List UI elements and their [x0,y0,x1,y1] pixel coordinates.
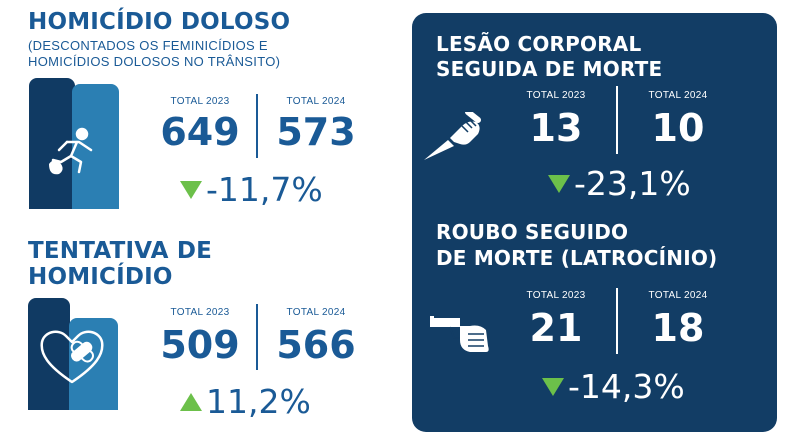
knife-hand-icon [424,112,481,160]
lesao-title: LESÃO CORPORAL SEGUIDA DE MORTE [436,32,662,82]
roubo-2024: TOTAL 2024 18 [628,290,728,347]
tentativa-2024: TOTAL 2024 566 [266,307,366,364]
tentativa-title-line1: TENTATIVA DE [28,238,213,264]
roubo-label-2024: TOTAL 2024 [648,290,708,301]
down-arrow-icon [542,377,564,396]
roubo-title-line1: ROUBO SEGUIDO [436,220,629,244]
roubo-title-line2: DE MORTE (LATROCÍNIO) [436,246,718,270]
roubo-divider [616,288,618,354]
down-arrow-icon [548,174,570,193]
homicidio-value-2023: 649 [160,110,240,154]
up-arrow-icon [180,392,202,411]
roubo-2023: TOTAL 2023 21 [506,290,606,347]
roubo-change-value: -14,3% [568,367,685,406]
fleeing-person-icon [29,78,119,209]
roubo-label-2023: TOTAL 2023 [526,290,586,301]
lesao-label-2024: TOTAL 2024 [648,90,708,101]
lesao-value-2023: 13 [529,106,583,150]
homicidio-value-2024: 573 [276,110,356,154]
bandaged-heart-icon [28,298,118,410]
tentativa-2023: TOTAL 2023 509 [150,307,250,364]
homicidio-divider [256,94,258,158]
lesao-value-2024: 10 [651,106,705,150]
homicidio-subtitle-line2: HOMICÍDIOS DOLOSOS NO TRÂNSITO) [28,54,281,69]
homicidio-subtitle-line1: (DESCONTADOS OS FEMINICÍDIOS E [28,38,268,53]
tentativa-change: 11,2% [180,382,311,421]
lesao-divider [616,86,618,154]
tentativa-title: TENTATIVA DE HOMICÍDIO [28,238,212,290]
lesao-2023: TOTAL 2023 13 [506,90,606,147]
homicidio-label-2024: TOTAL 2024 [286,96,346,107]
tentativa-label-2024: TOTAL 2024 [286,307,346,318]
lesao-label-2023: TOTAL 2023 [526,90,586,101]
tentativa-label-2023: TOTAL 2023 [170,307,230,318]
lesao-change: -23,1% [548,164,691,203]
tentativa-title-line2: HOMICÍDIO [28,264,173,290]
roubo-title: ROUBO SEGUIDO DE MORTE (LATROCÍNIO) [436,219,717,271]
gun-hand-icon [430,316,489,352]
homicidio-subtitle: (DESCONTADOS OS FEMINICÍDIOS E HOMICÍDIO… [28,38,280,70]
tentativa-divider [256,304,258,370]
tentativa-value-2023: 509 [160,323,240,367]
lesao-title-line2: SEGUIDA DE MORTE [436,57,663,81]
roubo-value-2024: 18 [651,306,705,350]
homicidio-2023: TOTAL 2023 649 [150,96,250,151]
lesao-change-value: -23,1% [574,164,691,203]
down-arrow-icon [180,180,202,199]
roubo-value-2023: 21 [529,306,583,350]
homicidio-label-2023: TOTAL 2023 [170,96,230,107]
lesao-title-line1: LESÃO CORPORAL [436,32,642,56]
roubo-change: -14,3% [542,367,685,406]
homicidio-title: HOMICÍDIO DOLOSO [28,9,291,35]
tentativa-value-2024: 566 [276,323,356,367]
dark-panel [412,13,777,432]
homicidio-change: -11,7% [180,170,323,209]
lesao-2024: TOTAL 2024 10 [628,90,728,147]
homicidio-2024: TOTAL 2024 573 [266,96,366,151]
homicidio-change-value: -11,7% [206,170,323,209]
tentativa-change-value: 11,2% [206,382,311,421]
